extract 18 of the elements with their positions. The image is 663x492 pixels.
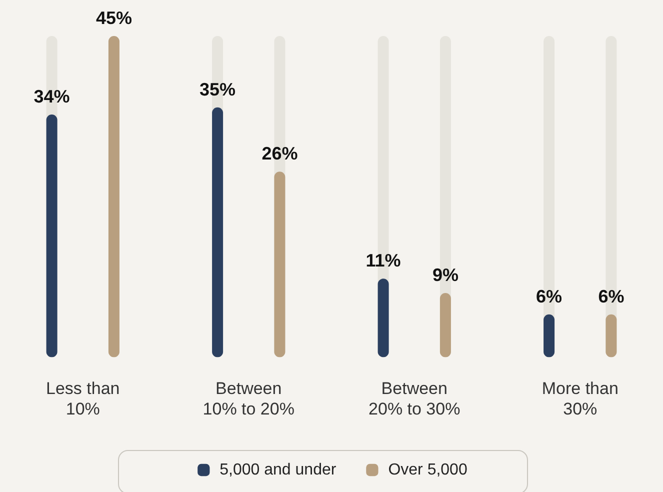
x-tick-label: Less than 10% bbox=[46, 379, 120, 418]
x-tick-label: More than 30% bbox=[542, 379, 618, 418]
legend-label: 5,000 and under bbox=[220, 461, 337, 478]
x-tick-label: Between 20% to 30% bbox=[368, 379, 460, 418]
data-label: 45% bbox=[96, 8, 132, 28]
data-label: 26% bbox=[262, 144, 298, 164]
data-label: 6% bbox=[536, 286, 562, 306]
bar bbox=[378, 278, 389, 358]
bar bbox=[544, 314, 555, 358]
legend-label: Over 5,000 bbox=[388, 461, 468, 478]
data-label: 35% bbox=[200, 79, 236, 100]
data-label: 9% bbox=[432, 264, 458, 285]
data-label: 34% bbox=[34, 86, 70, 106]
data-label: 11% bbox=[366, 250, 401, 271]
bar bbox=[606, 314, 617, 358]
data-label: 6% bbox=[598, 286, 624, 306]
bar bbox=[440, 292, 451, 358]
x-tick-label: Between 10% to 20% bbox=[202, 379, 294, 418]
